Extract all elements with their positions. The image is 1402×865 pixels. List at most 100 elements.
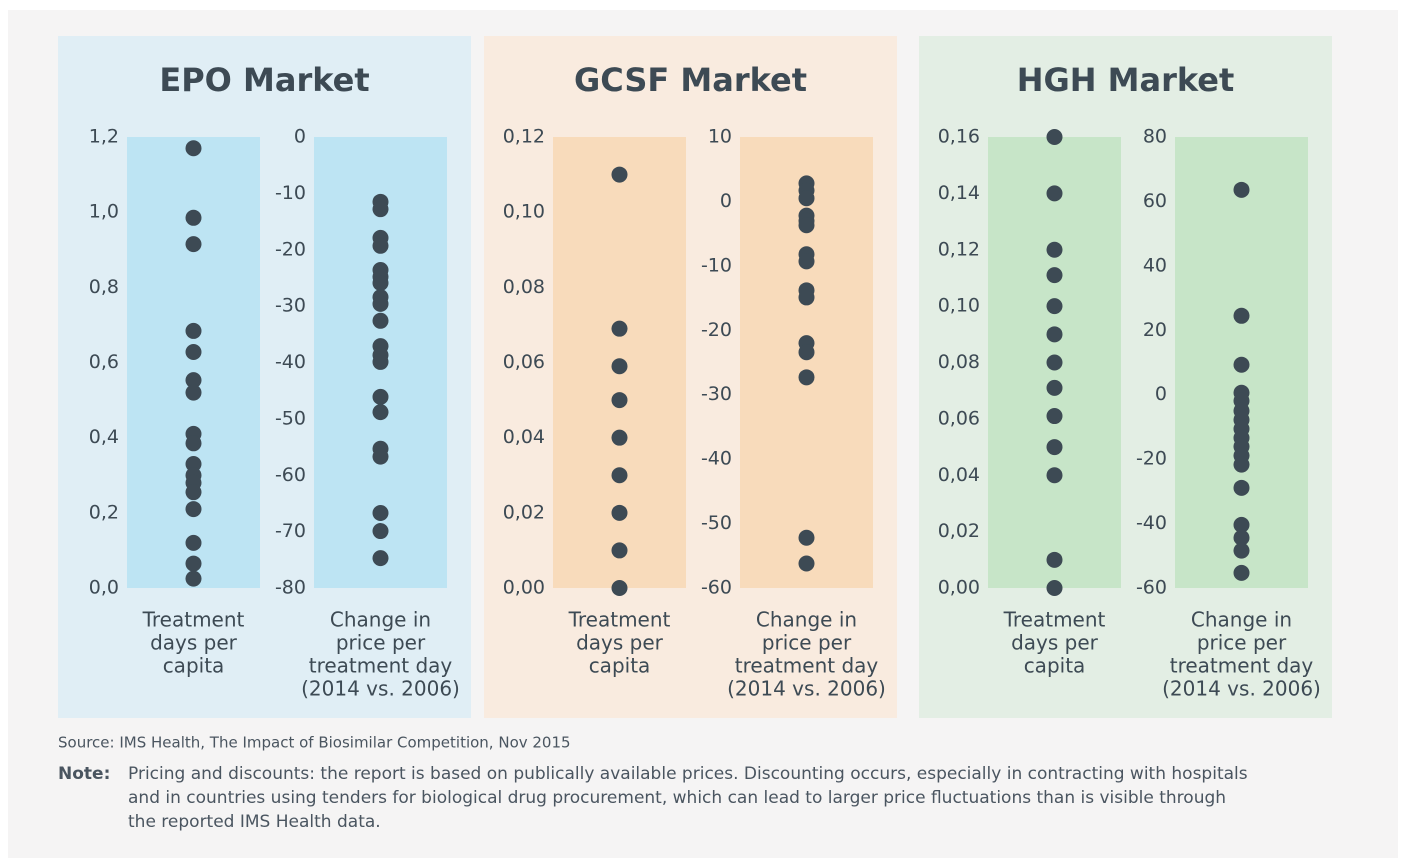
dot [1233,564,1250,581]
x-axis-label: treatment day [1170,654,1314,678]
dot [798,344,815,361]
dot [611,392,628,409]
dot [1233,356,1250,373]
source: Source: IMS Health, The Impact of Biosim… [58,734,571,752]
x-axis-label: capita [1024,654,1086,678]
y-tick-label: -20 [275,238,306,260]
y-tick-label: -60 [701,577,732,599]
dot [1046,354,1063,371]
dot [1233,529,1250,546]
dot [1233,456,1250,473]
y-tick-label: 0,4 [89,426,119,448]
dot [1046,241,1063,258]
panel-title: EPO Market [159,61,369,99]
x-axis-label: (2014 vs. 2006) [1162,677,1321,701]
dot [185,372,202,389]
y-tick-label: -10 [701,254,732,276]
dot [372,237,389,254]
x-axis-label: days per [1011,631,1099,655]
dot [611,504,628,521]
y-tick-label: -80 [275,577,306,599]
dot [185,236,202,253]
dot [1046,129,1063,145]
y-tick-label: -60 [1136,577,1167,599]
dot [1233,479,1250,496]
dot [372,448,389,465]
x-axis-label: price per [1197,631,1287,655]
dot [1046,467,1063,484]
note-line: the reported IMS Health data. [128,812,381,832]
y-tick-label: 0,12 [938,238,980,260]
dot [185,384,202,401]
x-axis-label: Treatment [1003,608,1106,632]
y-tick-label: -70 [275,520,306,542]
y-tick-label: 0,6 [89,351,119,373]
y-tick-label: 20 [1143,319,1167,341]
dot [611,542,628,559]
dot [611,429,628,446]
y-tick-label: -50 [701,512,732,534]
x-axis-label: treatment day [735,654,879,678]
dot [798,369,815,386]
y-tick-label: 0,10 [503,201,545,223]
dot [611,166,628,183]
x-axis-label: price per [336,631,426,655]
dot [185,501,202,518]
dot [1046,267,1063,284]
dot [1233,542,1250,559]
dot [372,505,389,522]
dot [798,253,815,270]
x-axis-label: Change in [1191,608,1292,632]
dot [798,529,815,546]
y-tick-label: -30 [275,295,306,317]
dot [185,322,202,339]
x-axis-label: Change in [330,608,431,632]
dot [185,343,202,360]
dot [372,404,389,421]
dot [611,580,628,596]
dot [185,570,202,587]
dot [185,534,202,551]
dot [1046,326,1063,343]
y-tick-label: -40 [275,351,306,373]
x-axis-label: days per [150,631,238,655]
y-tick-label: 0,16 [938,126,980,148]
note-label: Note: [58,764,110,784]
dot [185,209,202,226]
y-tick-label: 0,04 [938,464,980,486]
dot [372,523,389,540]
dot [1233,307,1250,324]
y-tick-label: 1,0 [89,201,119,223]
plot-background [127,137,260,588]
y-tick-label: -40 [701,448,732,470]
x-axis-label: capita [163,654,225,678]
x-axis-label: price per [762,631,852,655]
dot [185,140,202,157]
y-tick-label: 0,02 [503,501,545,523]
x-axis-label: Treatment [142,608,245,632]
x-axis-label: days per [576,631,664,655]
dot [798,289,815,306]
dot [798,190,815,207]
dot [1046,379,1063,396]
y-tick-label: 0,04 [503,426,545,448]
y-tick-label: 0 [720,190,732,212]
y-tick-label: 60 [1143,190,1167,212]
y-tick-label: 0,10 [938,295,980,317]
y-tick-label: 0,2 [89,501,119,523]
y-tick-label: -40 [1136,512,1167,534]
y-tick-label: -50 [275,407,306,429]
y-tick-label: 0,8 [89,276,119,298]
note-line: and in countries using tenders for biolo… [128,788,1226,808]
y-tick-label: 0 [1155,383,1167,405]
y-tick-label: 0,00 [938,577,980,599]
y-tick-label: 0,08 [503,276,545,298]
y-tick-label: 0,12 [503,126,545,148]
y-tick-label: 1,2 [89,126,119,148]
dot [798,217,815,234]
dot [372,353,389,370]
y-tick-label: 80 [1143,126,1167,148]
dot [372,312,389,329]
x-axis-label: treatment day [309,654,453,678]
